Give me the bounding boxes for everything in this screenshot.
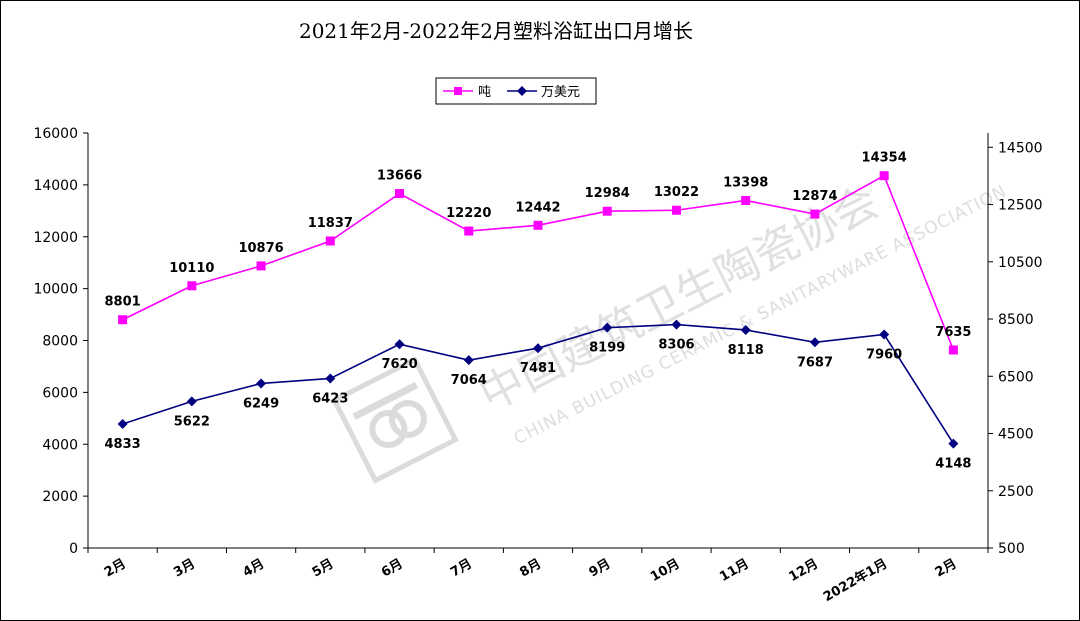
series-0-data-label: 13398 [723, 175, 768, 190]
watermark-logo-bar [352, 381, 419, 420]
series-0-point [602, 206, 612, 216]
left-tick-label: 4000 [42, 437, 78, 453]
right-tick-label: 8500 [998, 312, 1034, 328]
series-layer: 8801 10110 10876 11837 13666 12220 12442 12984 1… [105, 151, 972, 472]
series-1-data-label: 7960 [866, 347, 902, 362]
series-1-data-label: 6249 [243, 396, 279, 411]
series-1-data-label: 8306 [658, 338, 694, 353]
legend-marker-tons [454, 87, 462, 95]
series-0-data-label: 11837 [308, 216, 353, 231]
series-0-point [464, 226, 474, 236]
series-1-point [602, 322, 613, 333]
series-1-data-label: 7620 [381, 357, 417, 372]
x-tick-label: 2月 [102, 556, 129, 580]
right-tick-label: 6500 [998, 369, 1034, 385]
series-0-data-label: 13666 [377, 169, 422, 184]
series-0-data-label: 7635 [935, 325, 971, 340]
x-tick-label: 6月 [379, 556, 406, 580]
series-1-point [740, 324, 751, 335]
x-tick-label: 2月 [933, 556, 960, 580]
series-0-data-label: 14354 [862, 151, 907, 166]
left-tick-label: 14000 [33, 178, 78, 194]
series-1-data-label: 6423 [312, 391, 348, 406]
series-1-point [117, 418, 128, 429]
right-tick-label: 500 [998, 541, 1025, 557]
series-0-data-label: 12442 [515, 200, 560, 215]
x-tick-label: 11月 [717, 556, 751, 585]
watermark-logo-frame [331, 356, 459, 484]
series-1-data-label: 7687 [797, 355, 833, 370]
x-tick-label: 10月 [648, 556, 682, 585]
x-tick-label: 7月 [448, 556, 475, 580]
series-0-point [533, 220, 543, 230]
right-tick-label: 12500 [998, 198, 1043, 214]
left-tick-label: 0 [69, 541, 78, 557]
legend-label-tons: 吨 [478, 85, 491, 100]
x-tick-label: 4月 [240, 556, 267, 580]
left-tick-label: 16000 [33, 126, 78, 142]
series-1-point [463, 355, 474, 366]
legend-marker-usd [517, 86, 527, 96]
series-0-point [879, 171, 889, 181]
series-0-data-label: 10876 [238, 241, 283, 256]
watermark-logo-ring-right [388, 400, 427, 439]
series-1-point [533, 343, 543, 354]
watermark-logo [331, 356, 459, 484]
series-0-point [187, 281, 197, 291]
watermark-logo-ring-left [369, 409, 408, 448]
series-0-point [810, 209, 820, 219]
series-0-point [325, 236, 335, 246]
series-0-point [256, 261, 266, 271]
left-tick-label: 2000 [42, 489, 78, 505]
series-1-point [325, 373, 336, 384]
series-1-data-label: 4148 [935, 457, 971, 472]
series-1-point [948, 438, 959, 449]
series-0-point [741, 195, 751, 205]
x-tick-label: 8月 [517, 556, 544, 580]
series-1-point [671, 319, 682, 330]
right-tick-label: 14500 [998, 140, 1043, 156]
right-tick-label: 2500 [998, 484, 1034, 500]
x-tick-label: 5月 [310, 556, 337, 580]
series-0-data-label: 12984 [585, 186, 630, 201]
series-1-point [186, 396, 197, 407]
series-1-data-label: 7481 [520, 361, 556, 376]
series-0-data-label: 10110 [169, 261, 214, 276]
x-tick-label: 2022年1月 [820, 556, 890, 605]
series-1-data-label: 8118 [728, 343, 764, 358]
series-1-point [394, 339, 405, 350]
x-tick-label: 3月 [171, 556, 198, 580]
left-tick-label: 12000 [33, 230, 78, 246]
series-0-data-label: 12874 [792, 189, 837, 204]
right-tick-label: 4500 [998, 427, 1034, 443]
legend: 吨 万美元 [435, 77, 597, 105]
right-tick-label: 10500 [998, 255, 1043, 271]
series-1-point [879, 329, 890, 340]
series-1-data-label: 8199 [589, 341, 625, 356]
chart-title: 2021年2月-2022年2月塑料浴缸出口月增长 [299, 19, 693, 43]
series-0-data-label: 12220 [446, 206, 491, 221]
series-0-point [395, 189, 405, 199]
series-0-point [671, 205, 681, 215]
series-1-point [256, 378, 267, 389]
x-tick-label: 9月 [587, 556, 614, 580]
watermark-en-text: CHINA BUILDING CERAMIC & SANITARYWARE AS… [511, 181, 1010, 449]
series-0-data-label: 8801 [105, 295, 141, 310]
x-tick-label: 12月 [786, 556, 820, 585]
series-0-point [948, 345, 958, 355]
left-tick-label: 8000 [42, 334, 78, 350]
left-tick-label: 10000 [33, 282, 78, 298]
series-0-point [118, 315, 128, 325]
series-1-data-label: 5622 [174, 414, 210, 429]
legend-label-usd: 万美元 [541, 85, 580, 100]
series-1-point [809, 337, 820, 348]
series-1-data-label: 7064 [451, 373, 487, 388]
series-0-data-label: 13022 [654, 185, 699, 200]
left-tick-label: 6000 [42, 385, 78, 401]
series-1-data-label: 4833 [105, 437, 141, 452]
